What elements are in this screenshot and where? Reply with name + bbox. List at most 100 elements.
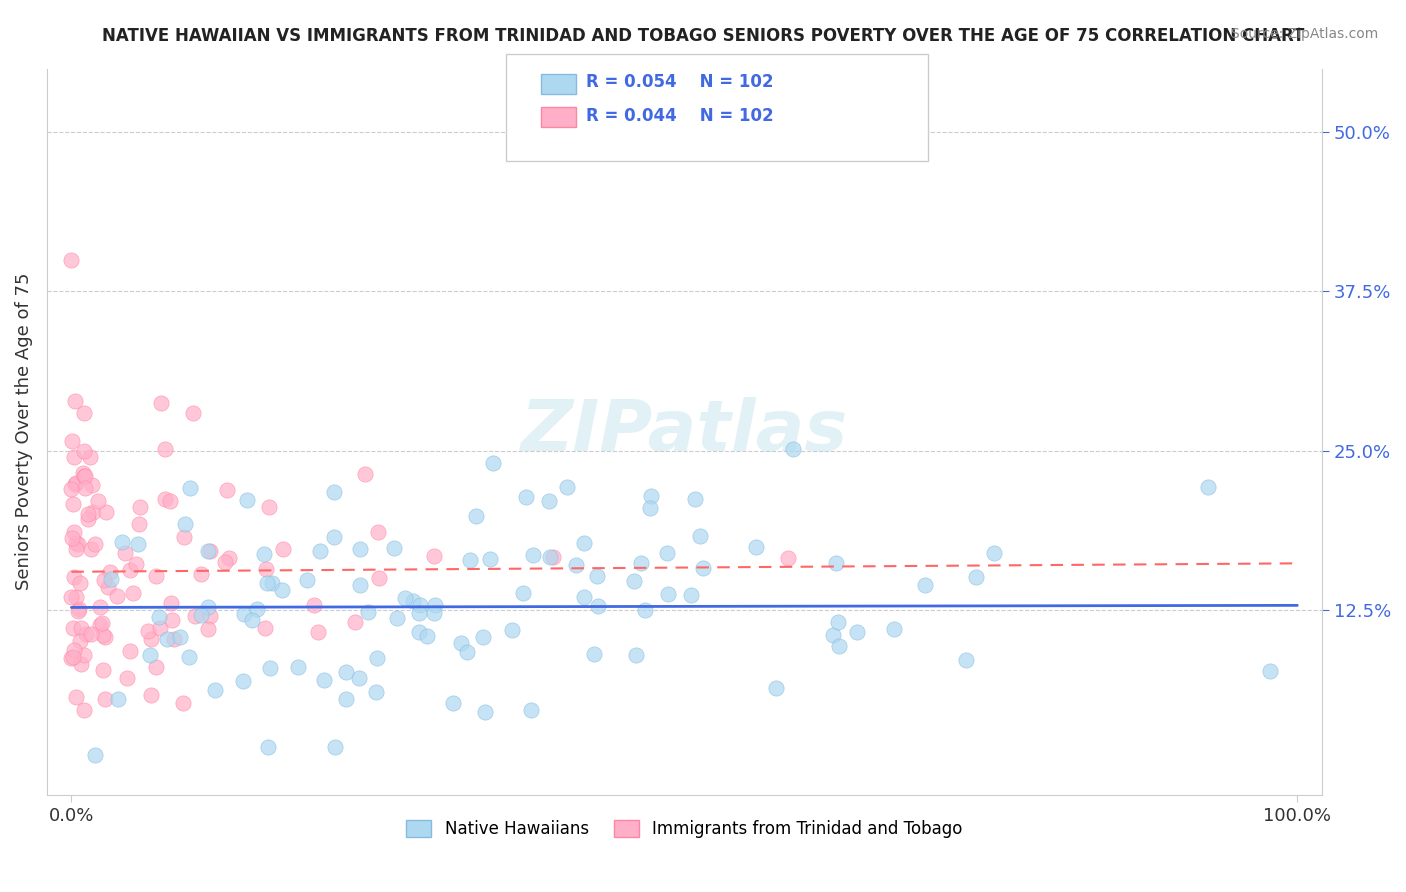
Point	[425, 598, 447, 612]
Point	[955, 653, 977, 667]
Point	[94, 630, 117, 644]
Point	[107, 692, 129, 706]
Point	[582, 648, 605, 662]
Point	[159, 493, 181, 508]
Point	[156, 632, 179, 647]
Point	[94, 504, 117, 518]
Point	[538, 549, 561, 564]
Point	[823, 628, 845, 642]
Point	[624, 648, 647, 662]
Point	[692, 560, 714, 574]
Point	[72, 467, 94, 481]
Point	[314, 673, 336, 687]
Point	[214, 555, 236, 569]
Point	[174, 517, 197, 532]
Point	[541, 550, 564, 565]
Point	[73, 703, 96, 717]
Point	[883, 622, 905, 636]
Point	[125, 557, 148, 571]
Point	[349, 577, 371, 591]
Point	[309, 543, 332, 558]
Point	[172, 696, 194, 710]
Point	[80, 627, 103, 641]
Point	[555, 480, 578, 494]
Point	[965, 570, 987, 584]
Point	[69, 634, 91, 648]
Point	[73, 482, 96, 496]
Point	[423, 549, 446, 563]
Point	[173, 530, 195, 544]
Point	[162, 632, 184, 646]
Point	[62, 497, 84, 511]
Point	[153, 492, 176, 507]
Point	[80, 542, 103, 557]
Point	[60, 434, 83, 448]
Point	[127, 537, 149, 551]
Point	[145, 660, 167, 674]
Point	[73, 405, 96, 419]
Point	[65, 394, 87, 409]
Text: R = 0.054    N = 102: R = 0.054 N = 102	[586, 73, 773, 91]
Point	[825, 556, 848, 570]
Point	[86, 494, 108, 508]
Point	[472, 630, 495, 644]
Point	[60, 590, 83, 604]
Point	[254, 562, 277, 576]
Point	[634, 603, 657, 617]
Point	[458, 553, 481, 567]
Point	[114, 546, 136, 560]
Point	[139, 688, 162, 702]
Point	[110, 535, 132, 549]
Point	[745, 540, 768, 554]
Point	[115, 671, 138, 685]
Point	[655, 546, 678, 560]
Point	[474, 705, 496, 719]
Point	[69, 621, 91, 635]
Point	[190, 566, 212, 581]
Point	[73, 468, 96, 483]
Point	[422, 607, 444, 621]
Point	[73, 648, 96, 662]
Point	[271, 541, 294, 556]
Point	[73, 443, 96, 458]
Point	[190, 607, 212, 622]
Point	[256, 576, 278, 591]
Point	[1197, 480, 1219, 494]
Point	[162, 613, 184, 627]
Point	[456, 645, 478, 659]
Point	[198, 609, 221, 624]
Point	[177, 649, 200, 664]
Point	[588, 599, 610, 613]
Point	[65, 476, 87, 491]
Point	[84, 537, 107, 551]
Point	[89, 618, 111, 632]
Point	[60, 482, 83, 496]
Point	[63, 524, 86, 539]
Point	[98, 566, 121, 580]
Point	[366, 651, 388, 665]
Point	[441, 696, 464, 710]
Point	[450, 635, 472, 649]
Point	[128, 500, 150, 514]
Point	[262, 576, 284, 591]
Point	[323, 485, 346, 500]
Point	[322, 529, 344, 543]
Point	[259, 661, 281, 675]
Point	[640, 489, 662, 503]
Point	[90, 615, 112, 630]
Point	[66, 604, 89, 618]
Point	[145, 569, 167, 583]
Point	[89, 599, 111, 614]
Point	[465, 509, 488, 524]
Point	[233, 607, 256, 621]
Point	[765, 681, 787, 696]
Point	[638, 500, 661, 515]
Point	[63, 476, 86, 491]
Point	[60, 651, 83, 665]
Point	[150, 396, 173, 410]
Point	[128, 516, 150, 531]
Point	[60, 252, 83, 267]
Point	[572, 536, 595, 550]
Point	[827, 615, 849, 629]
Point	[335, 665, 357, 680]
